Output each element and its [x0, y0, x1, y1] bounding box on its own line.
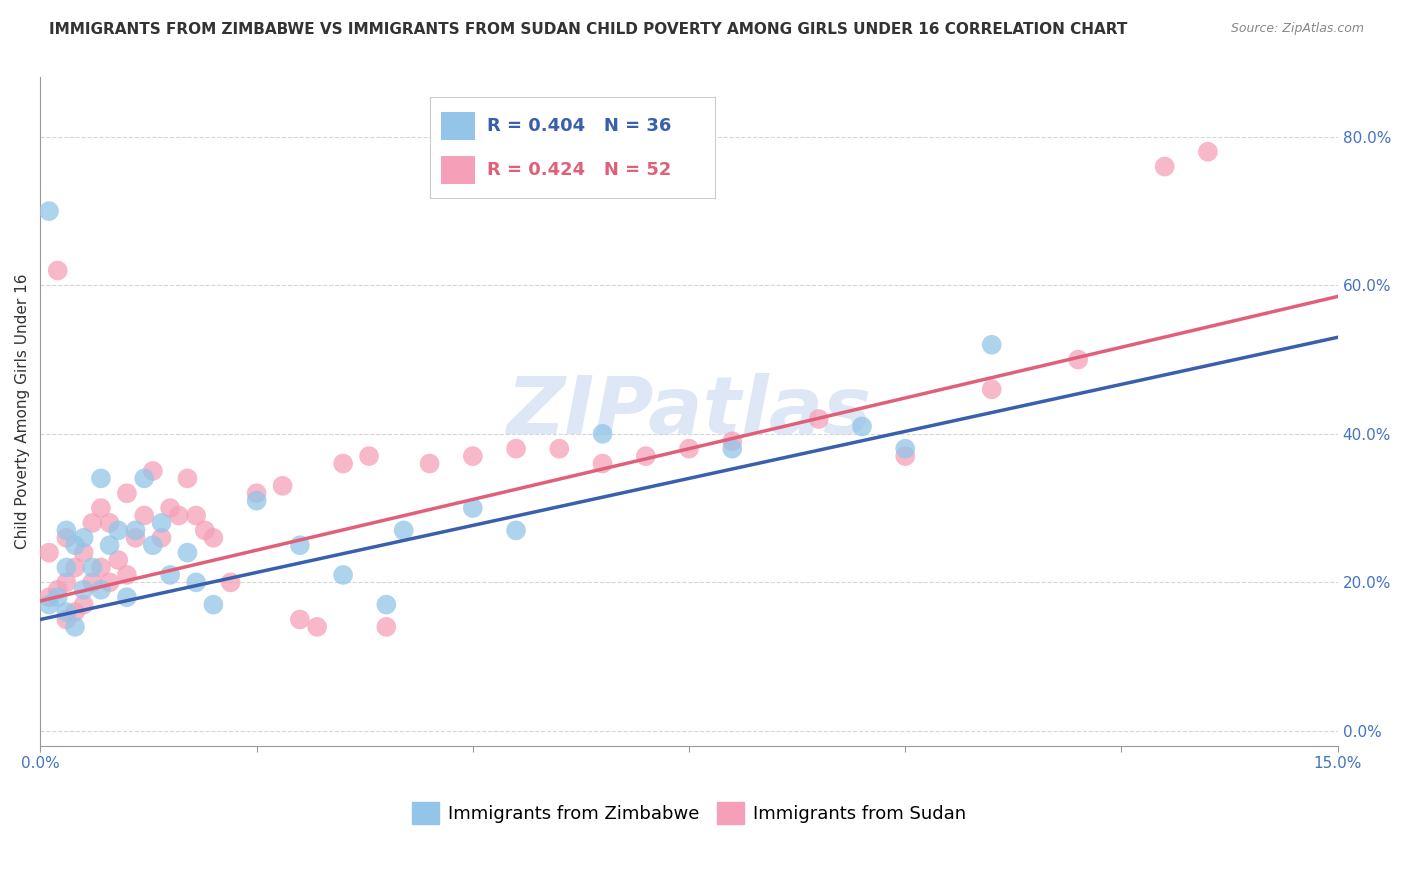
Point [55, 524, 77, 538]
Point [55, 560, 77, 574]
Point [980, 337, 1002, 351]
Point [90, 501, 112, 516]
Point [38, 598, 60, 612]
Point [307, 620, 329, 634]
Point [98, 538, 121, 552]
Point [98, 575, 121, 590]
Point [461, 501, 484, 516]
Point [134, 508, 156, 523]
Point [63, 605, 86, 619]
Point [357, 449, 380, 463]
Point [894, 442, 917, 456]
Point [1197, 145, 1219, 159]
Point [115, 568, 138, 582]
Point [592, 457, 614, 471]
Point [219, 575, 242, 590]
Point [90, 560, 112, 574]
Point [46, 582, 69, 597]
Point [419, 457, 441, 471]
Point [375, 620, 398, 634]
Point [38, 204, 60, 219]
Point [150, 516, 173, 530]
Point [142, 464, 165, 478]
Point [176, 471, 198, 485]
Point [38, 546, 60, 560]
Point [142, 538, 165, 552]
Point [288, 538, 311, 552]
Point [38, 590, 60, 604]
Point [184, 575, 207, 590]
Point [150, 531, 173, 545]
Point [505, 524, 527, 538]
Point [55, 612, 77, 626]
Point [124, 524, 146, 538]
Point [375, 598, 398, 612]
Point [1153, 160, 1175, 174]
Point [634, 449, 657, 463]
Point [461, 449, 484, 463]
Point [98, 516, 121, 530]
Point [592, 426, 614, 441]
Point [505, 442, 527, 456]
Y-axis label: Child Poverty Among Girls Under 16: Child Poverty Among Girls Under 16 [15, 274, 30, 549]
Text: ZIPatlas: ZIPatlas [506, 373, 872, 450]
Point [271, 479, 294, 493]
Point [246, 493, 269, 508]
Point [246, 486, 269, 500]
Point [678, 442, 700, 456]
Point [73, 598, 96, 612]
Point [124, 531, 146, 545]
Point [332, 568, 354, 582]
Point [332, 457, 354, 471]
Point [202, 531, 225, 545]
Point [107, 553, 129, 567]
Point [46, 263, 69, 277]
Point [392, 524, 415, 538]
Point [73, 546, 96, 560]
Point [90, 582, 112, 597]
Point [55, 531, 77, 545]
Point [159, 501, 181, 516]
Point [184, 508, 207, 523]
Point [63, 560, 86, 574]
Point [82, 516, 104, 530]
Point [288, 612, 311, 626]
Point [980, 382, 1002, 396]
Point [73, 582, 96, 597]
Point [115, 590, 138, 604]
Text: Source: ZipAtlas.com: Source: ZipAtlas.com [1230, 22, 1364, 36]
Point [194, 524, 217, 538]
Point [55, 605, 77, 619]
Point [202, 598, 225, 612]
Point [63, 538, 86, 552]
Point [894, 449, 917, 463]
Point [82, 575, 104, 590]
Text: IMMIGRANTS FROM ZIMBABWE VS IMMIGRANTS FROM SUDAN CHILD POVERTY AMONG GIRLS UNDE: IMMIGRANTS FROM ZIMBABWE VS IMMIGRANTS F… [49, 22, 1128, 37]
Point [46, 590, 69, 604]
Point [134, 471, 156, 485]
Point [548, 442, 571, 456]
Point [73, 531, 96, 545]
Point [1067, 352, 1090, 367]
Point [82, 560, 104, 574]
Point [115, 486, 138, 500]
Legend: Immigrants from Zimbabwe, Immigrants from Sudan: Immigrants from Zimbabwe, Immigrants fro… [405, 795, 973, 831]
Point [807, 412, 830, 426]
Point [159, 568, 181, 582]
Point [721, 434, 744, 449]
Point [90, 471, 112, 485]
Point [851, 419, 873, 434]
Point [55, 575, 77, 590]
Point [721, 442, 744, 456]
Point [107, 524, 129, 538]
Point [167, 508, 190, 523]
Point [63, 620, 86, 634]
Point [176, 546, 198, 560]
